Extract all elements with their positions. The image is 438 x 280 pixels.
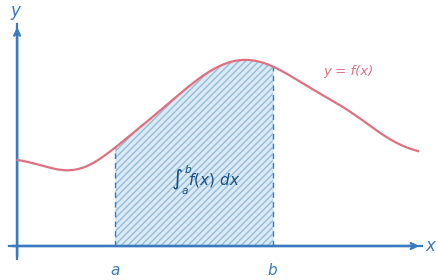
- Text: $\int_a^b\! f(x)\ dx$: $\int_a^b\! f(x)\ dx$: [171, 164, 240, 197]
- Text: b: b: [268, 263, 277, 278]
- Text: x: x: [426, 237, 436, 255]
- Text: y: y: [10, 2, 20, 20]
- Text: y = f(x): y = f(x): [324, 65, 374, 78]
- Text: a: a: [111, 263, 120, 278]
